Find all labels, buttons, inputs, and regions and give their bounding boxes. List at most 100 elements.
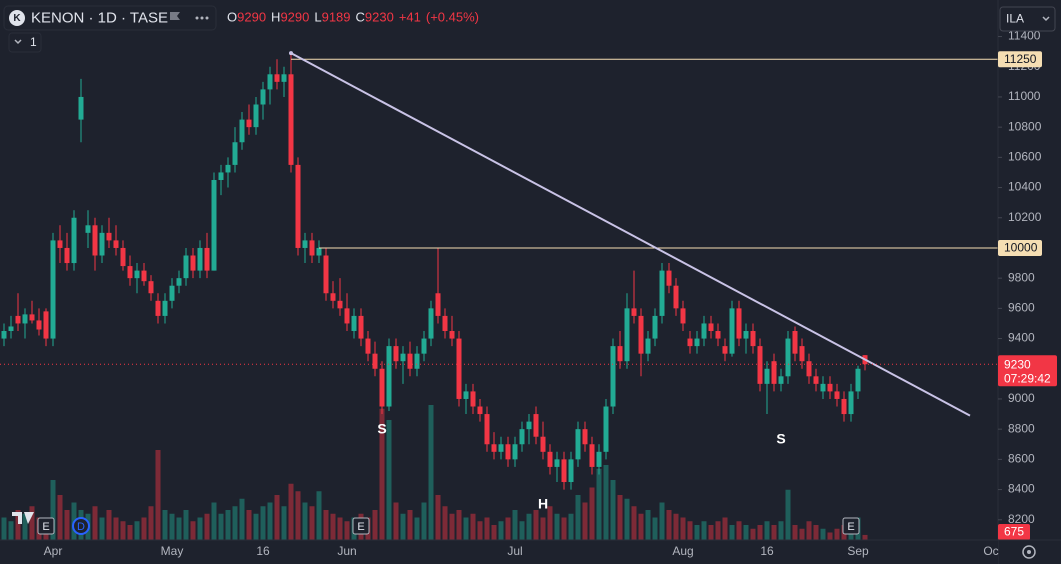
volume-bar [267, 502, 273, 540]
volume-bar [442, 506, 448, 540]
candle-body [463, 391, 469, 399]
volume-bar [386, 420, 392, 540]
event-badge [72, 517, 90, 535]
ohlc-key: L [314, 10, 321, 25]
ohlc-key: H [271, 10, 280, 25]
candle-body [575, 429, 581, 460]
indicator-toggle[interactable] [8, 32, 42, 53]
chevron [1042, 16, 1050, 22]
candle-body [666, 270, 672, 286]
currency-select[interactable] [999, 6, 1056, 32]
candle-body [344, 308, 350, 324]
candle-body [120, 247, 126, 267]
candle-body [407, 353, 413, 369]
ohlc-value: 9230 [365, 10, 394, 25]
volume-bar [687, 521, 693, 540]
x-tick-label: Jul [507, 544, 522, 558]
volume-bar [778, 521, 784, 540]
y-tick-label: 8400 [1008, 482, 1035, 496]
x-tick-label: Aug [672, 544, 693, 558]
candle-body [484, 414, 490, 445]
y-tick-label: 10400 [1008, 180, 1042, 194]
candle-body [820, 383, 826, 392]
candle-body [92, 225, 98, 256]
event-badge [37, 517, 55, 535]
symbol-logo-letter: K [13, 13, 21, 24]
volume-bar [512, 510, 518, 540]
candle-body [36, 320, 42, 330]
symbol-box[interactable] [3, 5, 217, 31]
volume-bar [568, 513, 574, 540]
event-badge [842, 517, 860, 535]
candle-body [127, 266, 133, 279]
y-tick-label: 9000 [1008, 391, 1035, 405]
y-tick-label: 9800 [1008, 270, 1035, 284]
volume-bar [337, 517, 343, 540]
ohlc-key: O [227, 10, 237, 25]
candle-body [813, 376, 819, 384]
candle-body [673, 285, 679, 309]
candle-body [526, 421, 532, 430]
volume-bar [582, 502, 588, 540]
volume-label: 675 [1004, 525, 1024, 539]
candle-body [687, 338, 693, 347]
candle-body [71, 217, 77, 264]
volume-bar [183, 510, 189, 540]
volume-bar [575, 495, 581, 540]
volume-bar [309, 506, 315, 540]
candle-body [736, 308, 742, 339]
candle-body [855, 368, 861, 392]
volume-bar [106, 510, 112, 540]
volume-bar [421, 502, 427, 540]
candle-body [288, 74, 294, 165]
candle-body [57, 240, 63, 248]
candle-body [533, 414, 539, 437]
candle-body [456, 338, 462, 399]
volume-bar [519, 521, 525, 540]
volume-bar [253, 513, 259, 540]
candle-body [617, 346, 623, 362]
volume-bar [141, 517, 147, 540]
volume-bar [484, 517, 490, 540]
candle-body [211, 180, 217, 271]
volume-bar [274, 495, 280, 540]
volume-bar [204, 513, 210, 540]
candle-body [582, 429, 588, 445]
y-tick-label: 10200 [1008, 210, 1042, 224]
candle-body [85, 225, 91, 233]
more-dot[interactable] [195, 16, 199, 20]
volume-bar [596, 468, 602, 540]
event-label: E [847, 521, 854, 533]
volume-bar [64, 510, 70, 540]
volume-bar [190, 521, 196, 540]
y-tick-label: 11400 [1008, 29, 1041, 43]
volume-bar [771, 525, 777, 540]
trendline [290, 52, 971, 417]
volume-bar [260, 506, 266, 540]
candle-body [596, 451, 602, 467]
volume-bar [666, 510, 672, 540]
volume-bar [708, 525, 714, 540]
last-price-box [998, 355, 1057, 387]
flag-icon[interactable] [170, 12, 180, 20]
candle-body [225, 164, 231, 173]
candle-body [554, 459, 560, 467]
candle-body [113, 240, 119, 248]
brand-logo[interactable] [12, 512, 34, 524]
volume-bar [393, 502, 399, 540]
settings-icon[interactable] [1022, 545, 1036, 559]
x-tick-label: Sep [847, 544, 869, 558]
candle-body [414, 353, 420, 369]
volume-bar [477, 521, 483, 540]
volume-bar [792, 525, 798, 540]
more-dot[interactable] [200, 16, 204, 20]
candle-body [169, 285, 175, 301]
candle-body [757, 346, 763, 384]
candle-body [764, 368, 770, 384]
volume-bar [15, 510, 21, 540]
volume-bar [225, 510, 231, 540]
candle-body [806, 361, 812, 377]
time-axis-bg [0, 540, 998, 564]
level-label: 10000 [1004, 241, 1038, 255]
more-dot[interactable] [205, 16, 209, 20]
